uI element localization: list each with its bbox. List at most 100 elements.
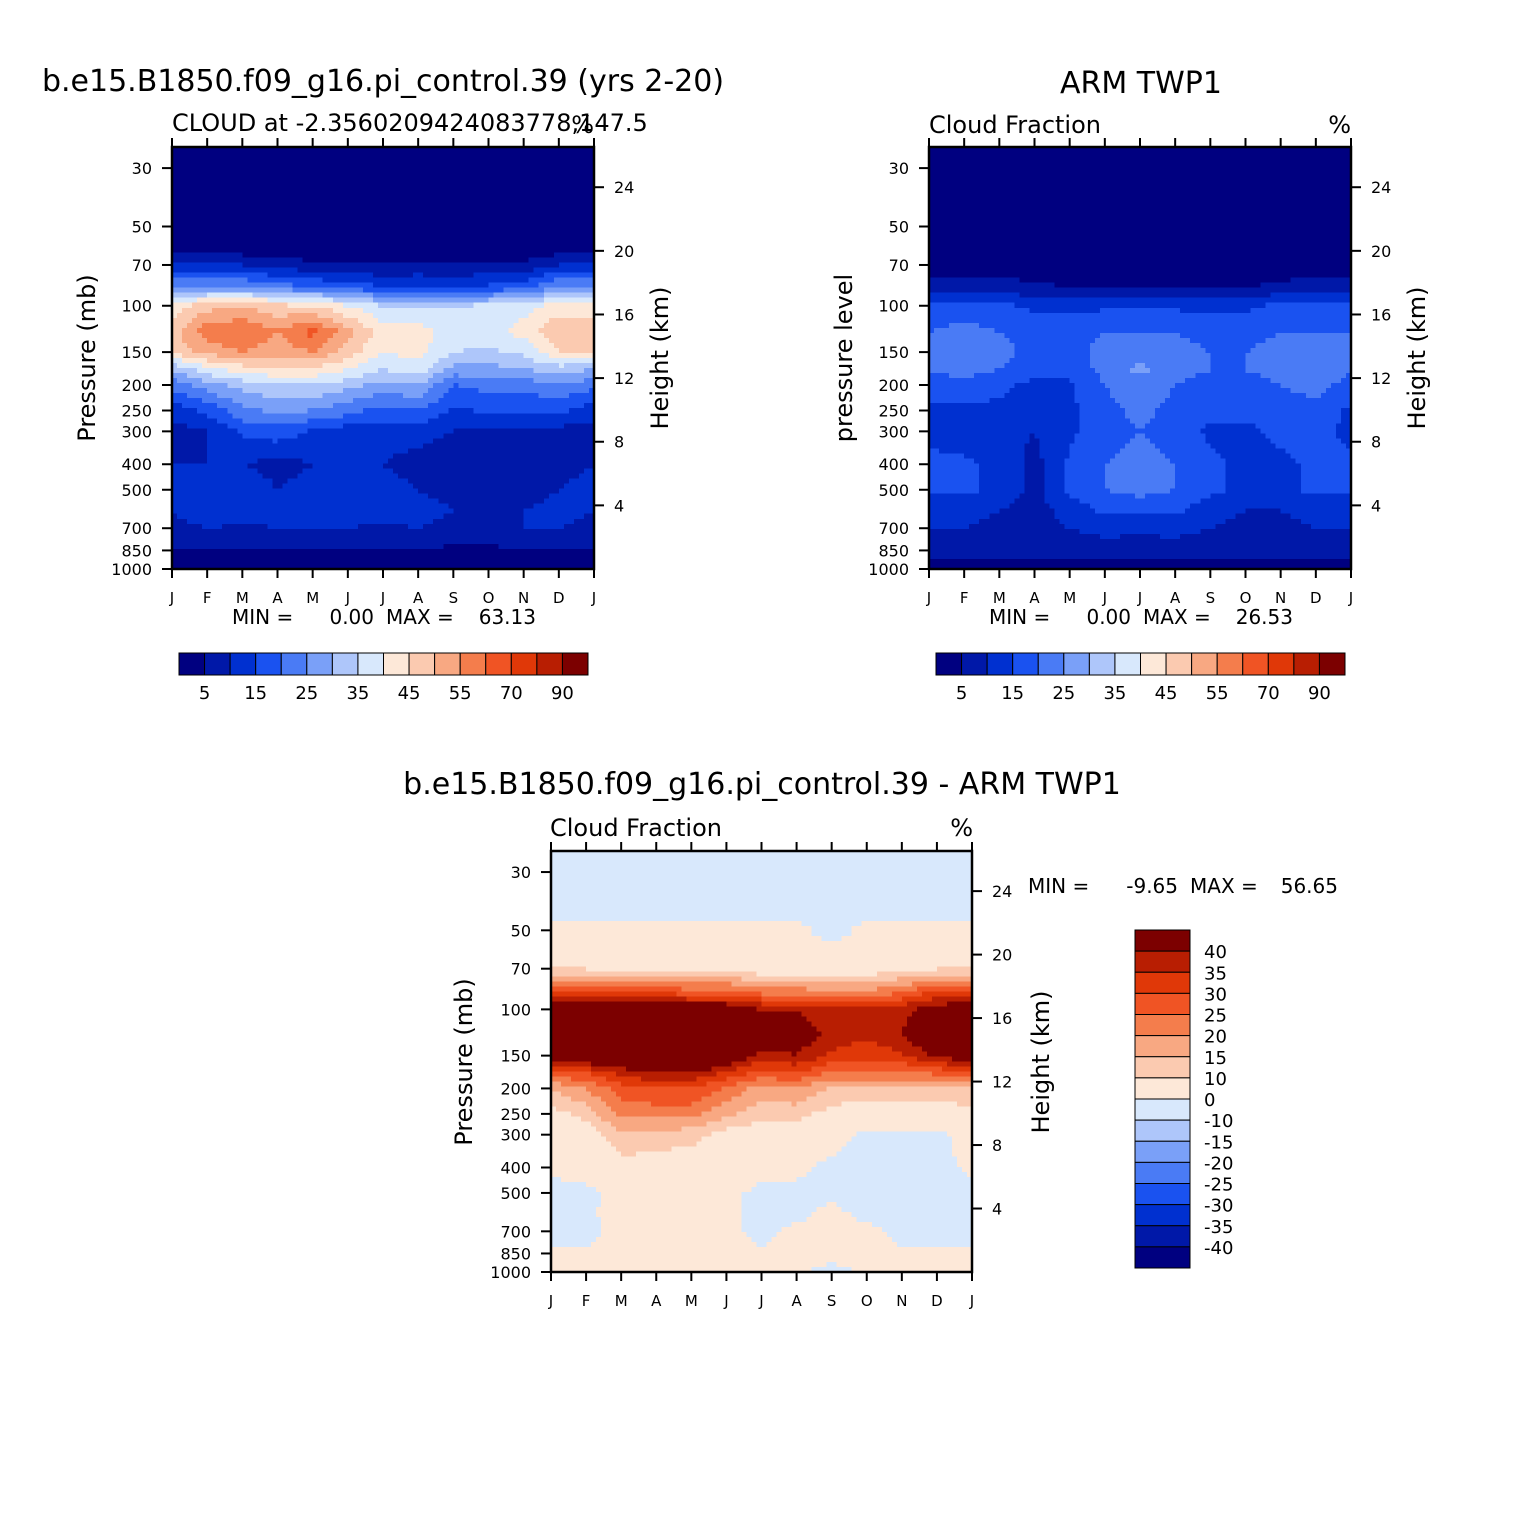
contour-cell: [1175, 383, 1282, 389]
contour-cell: [207, 413, 233, 419]
y-tick-label: 30: [132, 159, 152, 178]
y-tick-label: 30: [889, 159, 909, 178]
contour-cell: [551, 1156, 828, 1163]
contour-cell: [1310, 523, 1352, 530]
contour-cell: [929, 448, 940, 455]
contour-cell: [929, 503, 1010, 510]
contour-cell: [1029, 307, 1101, 314]
colorbar-swatch: [485, 652, 512, 676]
contour-cell: [936, 966, 973, 972]
contour-cell: [197, 312, 274, 319]
y-tick-label: 400: [121, 455, 152, 474]
contour-cell: [551, 851, 973, 857]
contour-cell: [934, 327, 995, 334]
contour-cell: [1029, 433, 1036, 439]
contour-cell: [1074, 433, 1136, 439]
contour-cell: [1079, 428, 1201, 434]
contour-cell: [929, 332, 1005, 339]
contour-cell: [287, 478, 409, 485]
contour-cell: [929, 207, 1352, 213]
contour-cell: [523, 508, 595, 515]
contour-cell: [172, 232, 595, 239]
contour-cell: [172, 267, 299, 274]
y-tick-label: 850: [121, 541, 152, 560]
contour-cell: [1185, 508, 1247, 515]
contour-cell: [591, 1091, 617, 1098]
contour-cell: [1170, 488, 1226, 495]
contour-cell: [1225, 518, 1302, 525]
contour-cell: [929, 523, 970, 530]
contour-cell: [1004, 332, 1101, 339]
contour-cell: [621, 1081, 707, 1088]
contour-cell: [302, 257, 530, 264]
contour-cell: [172, 317, 193, 324]
colorbar-label: 25: [295, 683, 318, 704]
contour-cell: [1069, 378, 1101, 384]
contour-cell: [721, 1116, 803, 1123]
contour-cell: [207, 428, 238, 434]
contour-cell: [172, 538, 595, 545]
y-tick-label: 70: [889, 256, 909, 275]
contour-cell: [322, 322, 344, 329]
y-axis-label-right: Height (km): [1027, 991, 1055, 1134]
contour-cell: [207, 337, 269, 344]
contour-cell: [1064, 483, 1106, 490]
contour-cell: [851, 1041, 878, 1048]
contour-cell: [1225, 483, 1302, 490]
colorbar-label: 55: [1206, 683, 1229, 704]
contour-cell: [1104, 463, 1176, 470]
contour-cell: [551, 931, 813, 937]
contour-cell: [716, 1071, 748, 1078]
contour-cell: [1099, 307, 1181, 314]
contour-cell: [172, 483, 274, 490]
contour-cell: [312, 332, 334, 339]
contour-cell: [929, 473, 980, 480]
contour-cell: [551, 1076, 572, 1083]
contour-cell: [172, 292, 208, 299]
contour-cell: [551, 871, 973, 877]
contour-cell: [929, 418, 1081, 424]
colorbar-label: 35: [1103, 683, 1126, 704]
contour-cell: [901, 1051, 928, 1058]
contour-cell: [611, 1086, 722, 1093]
contour-cell: [172, 498, 439, 505]
contour-cell: [372, 272, 414, 279]
contour-cell: [1200, 342, 1257, 349]
contour-cell: [307, 408, 364, 414]
contour-cell: [332, 297, 374, 304]
contour-cell: [1295, 458, 1352, 465]
contour-cell: [551, 966, 587, 972]
contour-cell: [538, 393, 570, 399]
contour-cell: [1335, 423, 1352, 429]
contour-cell: [571, 1111, 597, 1118]
contour-cell: [1245, 358, 1352, 364]
contour-cell: [681, 986, 808, 992]
colorbar-swatch: [1293, 652, 1320, 676]
contour-cell: [232, 398, 354, 404]
contour-cell: [172, 262, 243, 269]
min-label: MIN =: [989, 605, 1050, 629]
contour-cell: [1079, 408, 1126, 414]
contour-cell: [696, 1076, 728, 1083]
contour-cell: [551, 921, 803, 927]
x-tick-label: M: [685, 1292, 698, 1310]
contour-cell: [1119, 533, 1161, 540]
contour-cell: [272, 332, 284, 339]
contour-cell: [1109, 488, 1171, 495]
contour-cell: [1024, 443, 1041, 450]
contour-cell: [448, 408, 475, 414]
contour-cell: [207, 438, 274, 444]
contour-cell: [458, 373, 595, 379]
colorbar-label: 20: [1204, 1027, 1227, 1048]
contour-cell: [182, 327, 198, 334]
contour-cell: [1335, 433, 1352, 439]
contour-cell: [1044, 458, 1066, 465]
contour-cell: [423, 272, 475, 279]
contour-cell: [262, 408, 309, 414]
contour-cell: [533, 503, 595, 510]
contour-cell: [756, 1101, 793, 1108]
contour-cell: [1255, 423, 1337, 429]
x-tick-label: M: [1063, 589, 1076, 607]
contour-cell: [551, 1266, 813, 1273]
contour-cell: [1024, 473, 1046, 480]
